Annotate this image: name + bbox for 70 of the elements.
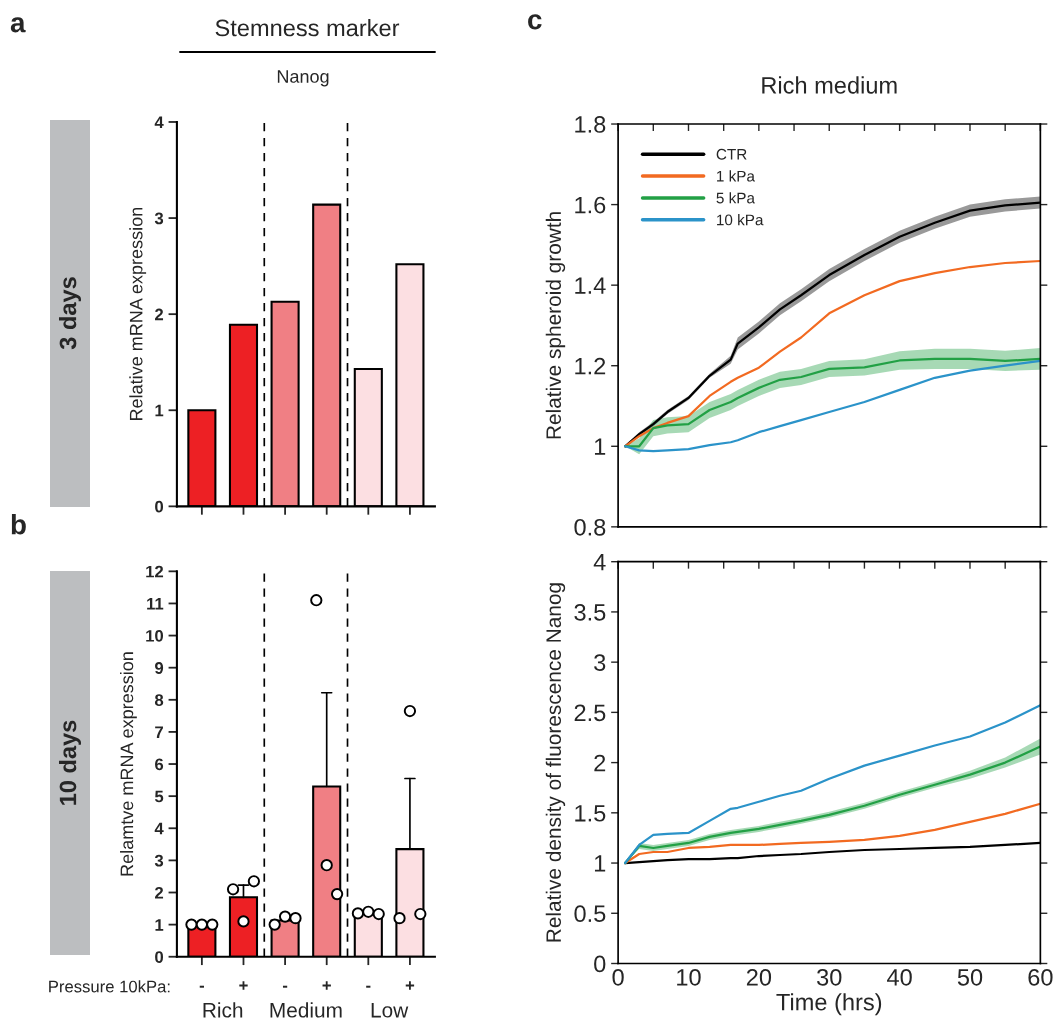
y-tick-label: 0 — [155, 500, 164, 513]
legend-label: 10 kPa — [717, 214, 764, 226]
y-tick-label: 1 — [594, 855, 606, 872]
y-axis-title: Relative spheroid growth — [545, 212, 566, 439]
text: Medium — [270, 1002, 342, 1018]
y-tick-label: 0.5 — [574, 905, 606, 923]
y-tick-label: 1.8 — [575, 116, 606, 133]
y-tick-label: 11 — [147, 598, 164, 610]
line-series — [624, 802, 1041, 865]
y-tick-label: 3 — [154, 854, 164, 867]
y-tick-label: 2 — [155, 886, 164, 899]
x-tick-label: 0 — [612, 968, 624, 986]
y-tick-label: 3.5 — [574, 603, 606, 621]
y-tick-label: 4 — [593, 554, 606, 571]
line-series — [624, 704, 1041, 865]
x-tick-label: 10 — [677, 968, 701, 986]
text: Low — [371, 1003, 409, 1018]
y-tick-label: 4 — [154, 116, 164, 129]
y-tick-label: 1 — [155, 404, 164, 417]
text: b — [11, 514, 26, 535]
text: Rich — [203, 1002, 243, 1018]
y-tick-label: 3 — [594, 654, 606, 671]
chart-title: Rich medium — [762, 76, 897, 94]
y-tick-label: 7 — [155, 726, 163, 738]
x-axis-title: Time (hrs) — [776, 993, 882, 1016]
y-tick-label: 2.5 — [574, 704, 606, 722]
text: a — [10, 17, 26, 33]
text: 10 days — [59, 720, 82, 805]
y-tick-label: 0 — [594, 955, 606, 973]
y-tick-label: 0.8 — [574, 518, 606, 536]
text: c — [528, 14, 542, 30]
x-tick-label: + — [239, 981, 248, 990]
chart-subtitle: Nanog — [277, 70, 329, 87]
y-axis-title: Relamtve mRNA expression — [120, 652, 137, 876]
y-tick-label: 1 — [594, 438, 606, 455]
y-tick-label: 10 — [146, 629, 164, 642]
y-tick-label: 2 — [155, 308, 164, 321]
legend-label: 5 kPa — [716, 192, 755, 204]
y-tick-label: 1.4 — [575, 277, 606, 294]
x-tick-label: - — [366, 985, 371, 988]
y-tick-label: 9 — [155, 662, 164, 674]
y-tick-label: 4 — [154, 822, 164, 835]
chart-title: Stemness marker — [215, 19, 400, 37]
y-tick-label: 8 — [154, 694, 164, 706]
line-series — [624, 259, 1041, 448]
x-tick-label: - — [282, 985, 288, 988]
x-tick-label: - — [199, 985, 204, 988]
y-tick-label: 0 — [155, 951, 164, 963]
y-tick-label: 1.5 — [575, 805, 606, 822]
text: Pressure 10kPa: — [49, 980, 170, 993]
y-tick-label: 6 — [155, 758, 164, 771]
legend-label: CTR — [716, 148, 747, 160]
y-tick-label: 1.6 — [575, 196, 606, 214]
legend-label: 1 kPa — [717, 170, 755, 182]
x-tick-label: 50 — [957, 968, 983, 986]
x-tick-label: 20 — [746, 968, 772, 986]
y-tick-label: 3 — [154, 212, 164, 225]
y-tick-label: 1 — [155, 919, 164, 931]
x-tick-label: 40 — [887, 968, 912, 986]
x-tick-label: 30 — [817, 968, 842, 986]
x-tick-label: + — [405, 981, 415, 990]
y-tick-label: 1.2 — [575, 357, 606, 375]
x-tick-label: 60 — [1028, 968, 1053, 986]
x-tick-label: + — [322, 981, 331, 990]
text: 3 days — [59, 277, 82, 350]
y-tick-label: 2 — [594, 754, 606, 772]
y-axis-title: Relative mRNA expression — [129, 207, 147, 421]
y-axis-title: Relative density of fluorescence Nanog — [545, 583, 566, 942]
y-tick-label: 5 — [154, 790, 164, 803]
y-tick-label: 12 — [146, 565, 164, 578]
